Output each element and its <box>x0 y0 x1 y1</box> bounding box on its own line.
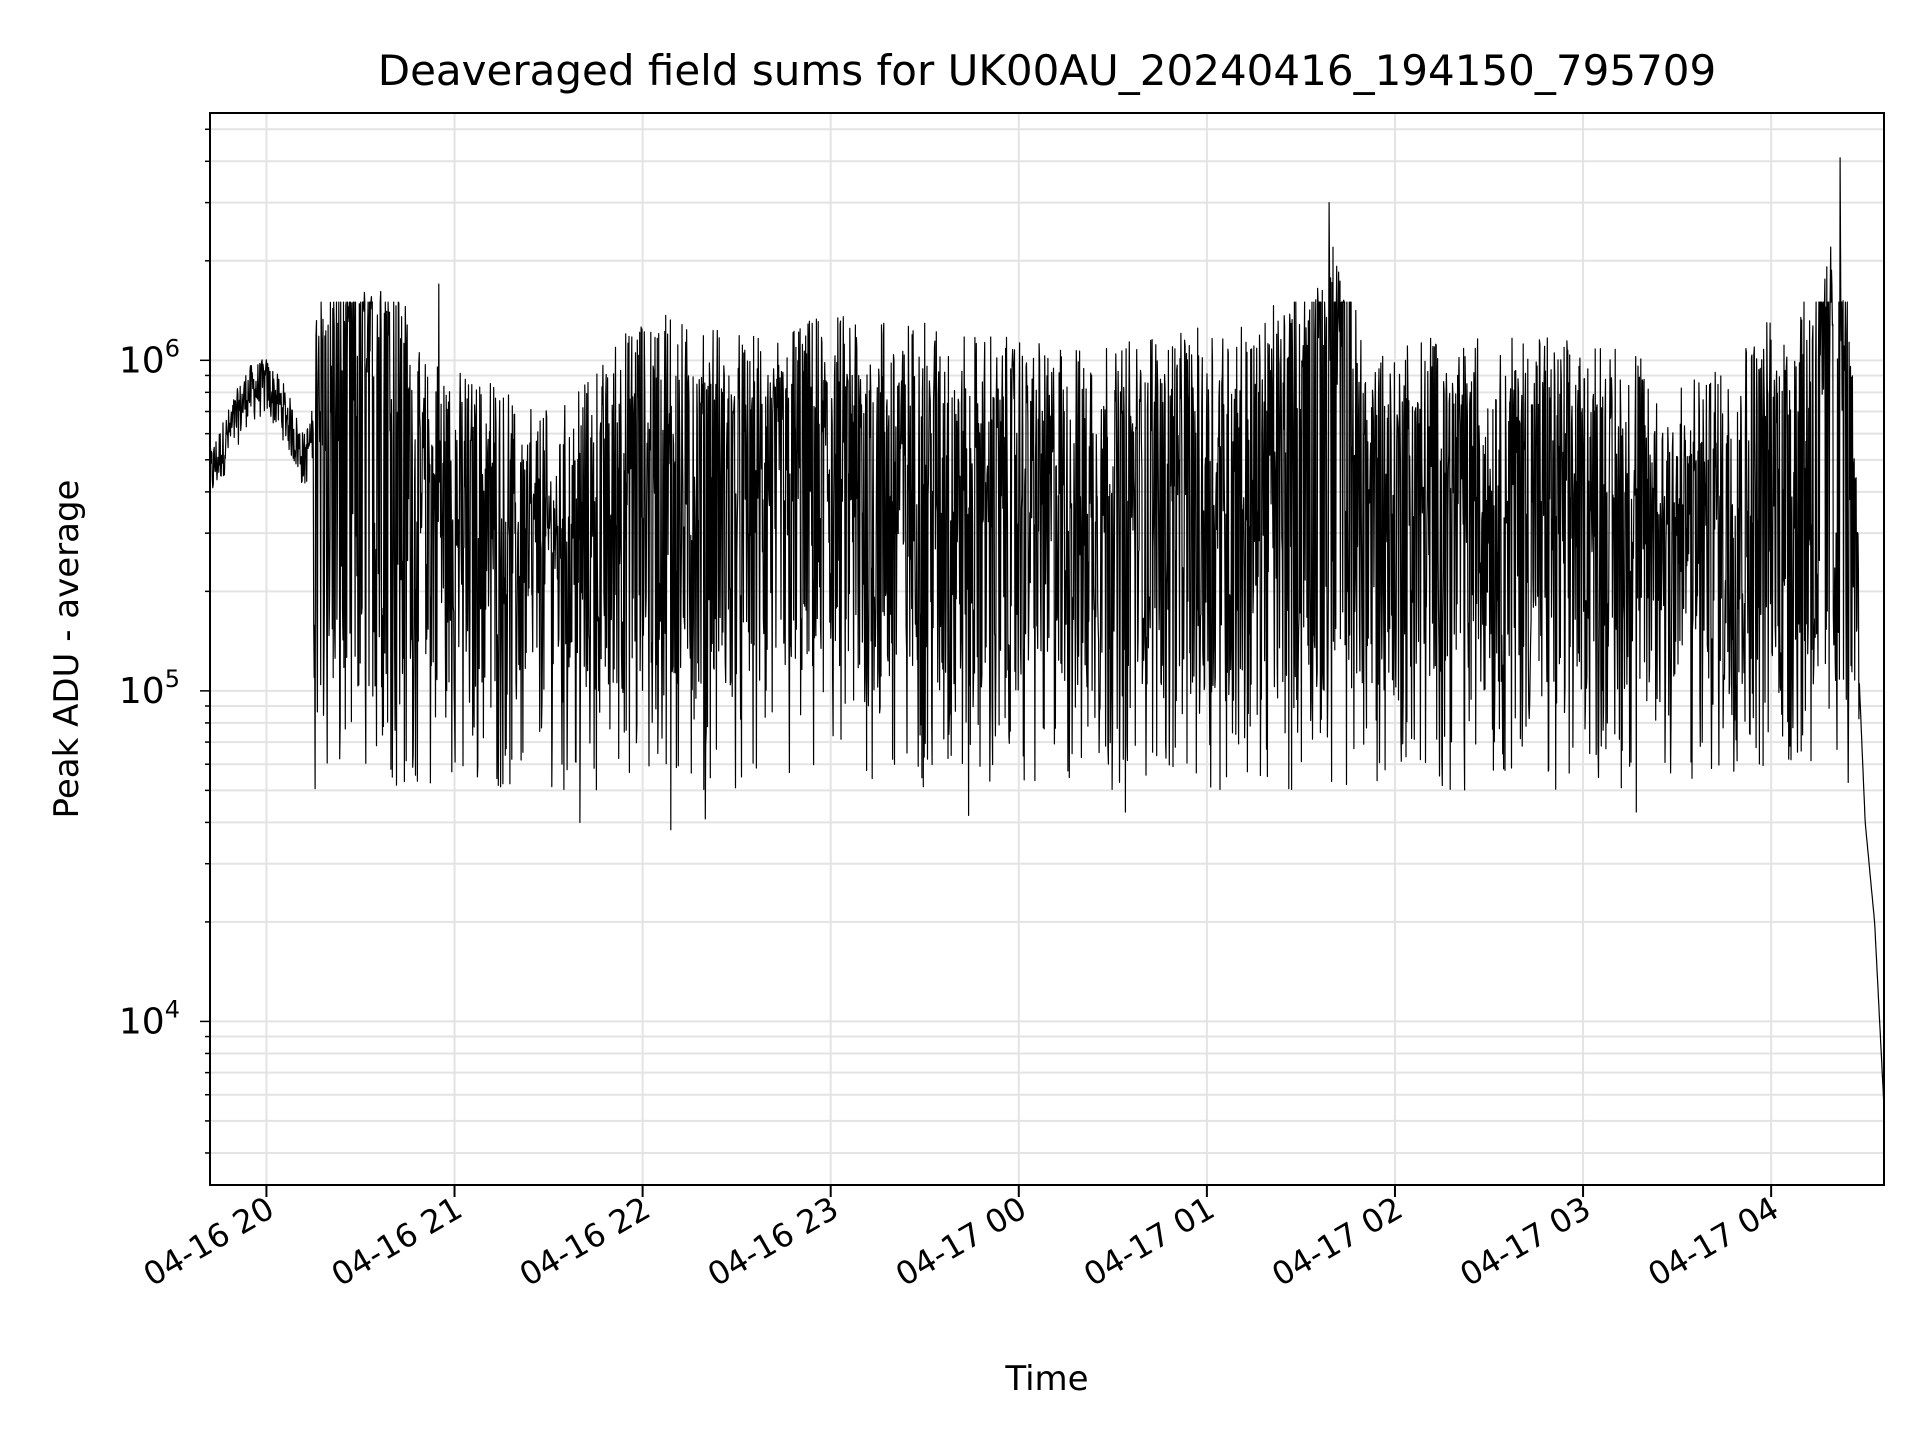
y-tick-label: 105 <box>119 665 180 712</box>
plot-frame <box>209 112 1885 1186</box>
x-axis-label: Time <box>1004 1359 1088 1399</box>
y-axis: 104 105 106 <box>119 128 210 1154</box>
x-tick-label: 04-16 22 <box>513 1189 657 1294</box>
x-tick-label: 04-16 21 <box>325 1189 469 1294</box>
chart-title: Deaveraged field sums for UK00AU_2024041… <box>378 46 1716 95</box>
x-tick-label: 04-17 01 <box>1077 1189 1221 1294</box>
plot-area <box>209 157 1885 1108</box>
x-tick-label: 04-17 00 <box>889 1189 1033 1294</box>
y-tick-label: 106 <box>119 334 180 381</box>
x-tick-label: 04-17 04 <box>1642 1189 1786 1294</box>
series-line <box>209 157 1885 1108</box>
x-tick-label: 04-17 03 <box>1453 1189 1597 1294</box>
x-tick-label: 04-17 02 <box>1265 1189 1409 1294</box>
x-tick-label: 04-16 20 <box>137 1189 281 1294</box>
x-tick-label: 04-16 23 <box>701 1189 845 1294</box>
x-axis: 04-16 20 04-16 21 04-16 22 04-16 23 04-17 00… <box>137 1185 1785 1294</box>
y-tick-label: 104 <box>119 995 180 1042</box>
y-axis-label: Peak ADU - average <box>47 480 87 819</box>
